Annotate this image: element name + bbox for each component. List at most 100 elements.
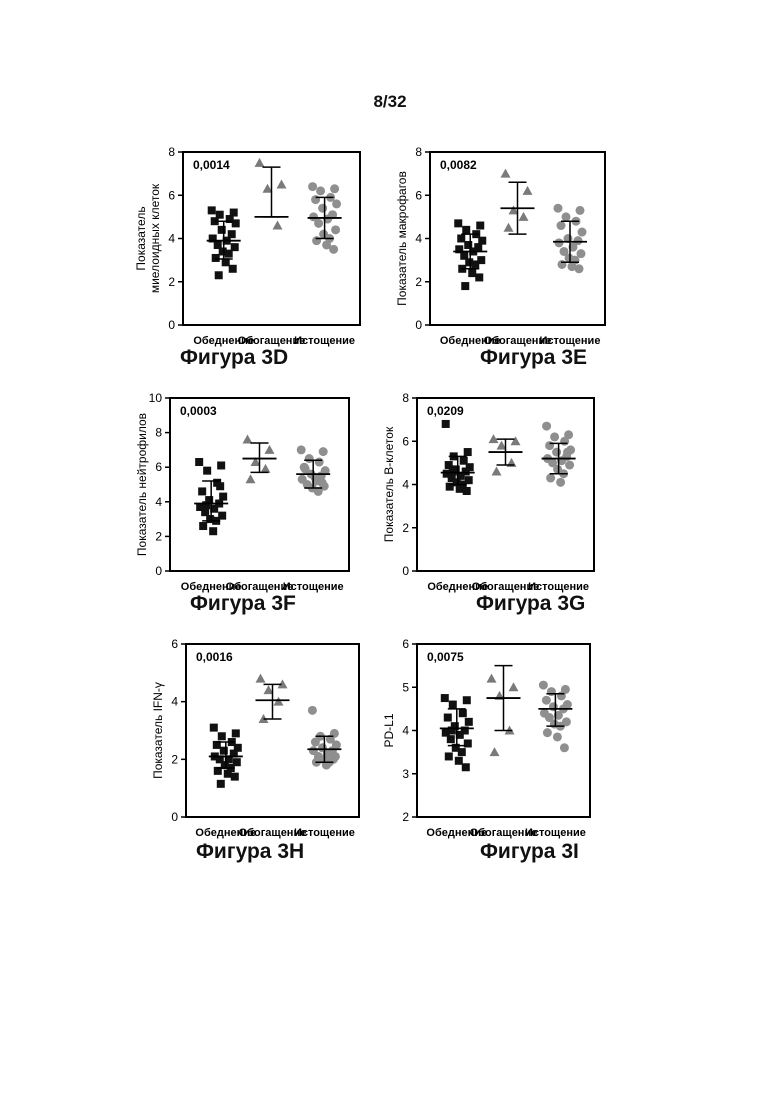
y-tick-label: 6 (402, 637, 409, 651)
caption-3g: Фигура 3G (476, 592, 585, 616)
data-point-circle (318, 204, 327, 213)
p-value-label: 0,0082 (440, 158, 477, 172)
data-point-square (224, 770, 232, 778)
data-point-square (229, 265, 237, 273)
data-point-circle (546, 474, 555, 483)
p-value-label: 0,0014 (193, 158, 230, 172)
data-point-circle (549, 702, 558, 711)
data-point-circle (543, 728, 552, 737)
data-point-triangle (261, 464, 271, 473)
data-point-triangle (511, 436, 521, 445)
data-point-square (202, 501, 210, 509)
data-point-square (195, 458, 203, 466)
data-point-circle (319, 447, 328, 456)
panel-3e: 02468Показатель макрофаговОбеднениеОбога… (395, 145, 605, 347)
data-point-circle (332, 199, 341, 208)
y-tick-label: 4 (402, 478, 409, 492)
y-tick-label: 0 (171, 810, 178, 824)
data-point-square (464, 448, 472, 456)
y-tick-label: 0 (155, 564, 162, 578)
p-value-label: 0,0209 (427, 404, 464, 418)
data-point-square (457, 235, 465, 243)
data-point-circle (315, 458, 324, 467)
p-value-label: 0,0075 (427, 650, 464, 664)
data-point-square (220, 747, 228, 755)
y-axis-label: Показатель В-клеток (382, 426, 396, 542)
y-tick-label: 5 (402, 680, 409, 694)
data-point-circle (308, 182, 317, 191)
category-label: Истощение (525, 827, 586, 839)
data-point-circle (318, 478, 327, 487)
data-point-square (463, 487, 471, 495)
caption-3i: Фигура 3I (480, 840, 579, 864)
panel-3i: 23456PD-L1ОбеднениеОбогащениеИстощение0,… (382, 637, 590, 839)
data-point-circle (542, 422, 551, 431)
y-axis-label: Показатель IFN-γ (151, 682, 165, 779)
y-axis-label: Показатель макрофагов (395, 171, 409, 306)
data-point-circle (330, 184, 339, 193)
caption-3h: Фигура 3H (196, 840, 304, 864)
data-point-circle (558, 260, 567, 269)
data-point-square (209, 527, 217, 535)
data-point-circle (301, 464, 310, 473)
data-point-circle (311, 738, 320, 747)
data-point-circle (305, 454, 314, 463)
data-point-triangle (492, 467, 502, 476)
data-point-circle (316, 186, 325, 195)
category-label: Истощение (294, 827, 355, 839)
data-point-triangle (273, 221, 283, 230)
y-axis-label: Показатель нейтрофилов (135, 413, 149, 556)
data-point-square (217, 780, 225, 788)
data-point-circle (555, 238, 564, 247)
data-point-circle (552, 448, 561, 457)
data-point-square (218, 226, 226, 234)
data-point-triangle (256, 674, 266, 683)
data-point-circle (539, 681, 548, 690)
data-point-triangle (255, 158, 265, 167)
y-tick-label: 0 (402, 564, 409, 578)
data-point-circle (554, 204, 563, 213)
y-tick-label: 0 (168, 318, 175, 332)
data-point-triangle (519, 212, 529, 221)
data-point-square (449, 701, 457, 709)
y-axis-label: миелоидных клеток (148, 183, 162, 293)
y-axis-label: Показатель (134, 206, 148, 270)
data-point-square (232, 219, 240, 227)
y-tick-label: 6 (171, 637, 178, 651)
data-point-square (458, 748, 466, 756)
data-point-circle (557, 221, 566, 230)
y-tick-label: 6 (402, 434, 409, 448)
data-point-square (449, 468, 457, 476)
data-point-square (454, 219, 462, 227)
panel-3h: 0246Показатель IFN-γОбеднениеОбогащениеИ… (151, 637, 359, 839)
data-point-square (216, 482, 224, 490)
data-point-circle (563, 448, 572, 457)
data-point-square (462, 763, 470, 771)
data-point-circle (331, 225, 340, 234)
data-point-square (462, 226, 470, 234)
y-tick-label: 6 (168, 188, 175, 202)
data-point-circle (545, 441, 554, 450)
data-point-triangle (509, 682, 519, 691)
data-point-square (210, 724, 218, 732)
data-point-triangle (265, 445, 275, 454)
data-point-square (212, 254, 220, 262)
data-point-square (465, 718, 473, 726)
data-point-circle (329, 245, 338, 254)
data-point-triangle (274, 697, 284, 706)
p-value-label: 0,0003 (180, 404, 217, 418)
data-point-circle (560, 437, 569, 446)
y-tick-label: 8 (415, 145, 422, 159)
data-point-square (441, 694, 449, 702)
data-point-square (476, 222, 484, 230)
data-point-triangle (246, 474, 256, 483)
data-point-circle (578, 228, 587, 237)
data-point-square (219, 493, 227, 501)
data-point-triangle (523, 186, 533, 195)
data-point-circle (308, 706, 317, 715)
y-tick-label: 4 (402, 724, 409, 738)
y-tick-label: 6 (155, 460, 162, 474)
data-point-square (447, 735, 455, 743)
data-point-circle (557, 691, 566, 700)
